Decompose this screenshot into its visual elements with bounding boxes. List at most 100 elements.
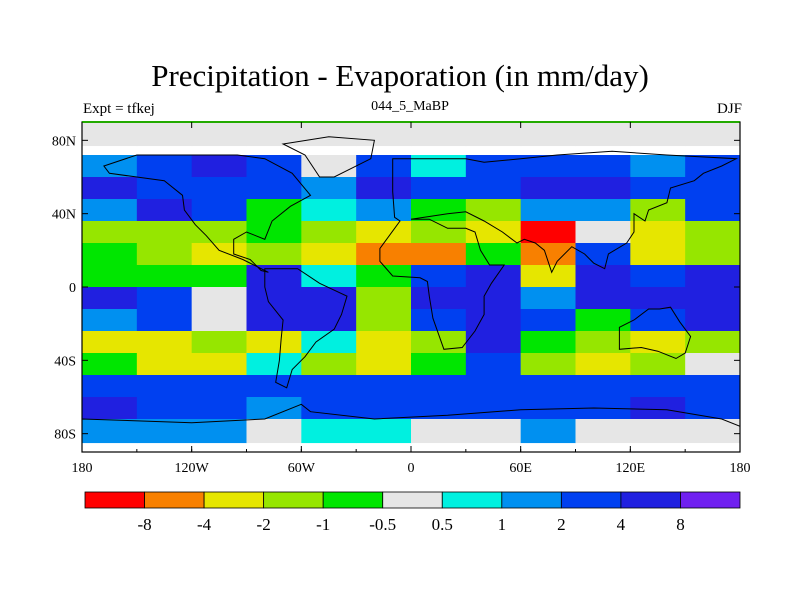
colorbar-label: 8 <box>676 515 685 534</box>
field-cell <box>301 353 357 378</box>
x-tick-label: 120E <box>616 461 646 476</box>
field-cell <box>630 122 686 147</box>
field-cell <box>136 309 193 334</box>
field-cell <box>82 419 138 444</box>
field-cell <box>630 287 686 312</box>
field-cell <box>465 419 522 444</box>
field-cell <box>411 221 467 246</box>
field-cell <box>82 287 138 312</box>
field-cell <box>301 287 357 312</box>
y-tick-label: 80N <box>52 134 76 149</box>
coastline <box>379 150 739 350</box>
field-cell <box>356 199 412 224</box>
field-cell <box>82 331 138 356</box>
field-cell <box>356 287 412 312</box>
field-cell <box>301 122 357 147</box>
field-cell <box>575 177 631 202</box>
field-cell <box>465 331 522 356</box>
y-tick-label: 40N <box>52 208 76 223</box>
field-cell <box>191 199 247 224</box>
field-cell <box>465 353 522 378</box>
x-tick-label: 60W <box>288 461 316 476</box>
colorbar-label: -1 <box>316 515 330 534</box>
field-cell <box>630 375 686 400</box>
field-cell <box>575 309 631 334</box>
coastline <box>103 154 312 273</box>
field-cell <box>356 397 412 422</box>
field-cell <box>630 199 686 224</box>
field-cell <box>82 177 138 202</box>
colorbar-box <box>263 491 324 509</box>
field-cell <box>191 309 247 334</box>
field-cell <box>685 199 740 224</box>
field-cell <box>520 375 576 400</box>
field-cell <box>246 309 302 334</box>
field-cell <box>411 177 467 202</box>
coastline <box>82 403 740 452</box>
field-cell <box>246 353 302 378</box>
field-cell <box>82 243 138 268</box>
field-cell <box>82 397 138 422</box>
field-cell <box>411 309 467 334</box>
field-cell <box>465 122 522 147</box>
colorbar-label: -4 <box>197 515 212 534</box>
field-cell <box>356 419 412 444</box>
field-cell <box>136 265 193 290</box>
field-cell <box>465 177 522 202</box>
field-cell <box>246 177 302 202</box>
field-cell <box>191 375 247 400</box>
colorbar-box <box>620 491 681 509</box>
season-label: DJF <box>716 101 742 117</box>
field-cell <box>685 419 740 444</box>
y-tick-label: 80S <box>54 428 76 443</box>
field-cell <box>520 331 576 356</box>
field-cell <box>246 243 302 268</box>
field-cell <box>191 155 247 180</box>
field-cell <box>465 397 522 422</box>
time-label: 044_5_MaBP <box>371 99 449 114</box>
field-cell <box>136 287 193 312</box>
x-tick-label: 60E <box>509 461 532 476</box>
field-cell <box>356 243 412 268</box>
field-cell <box>301 177 357 202</box>
field-cell <box>411 243 467 268</box>
field-cell <box>575 221 631 246</box>
field-cell <box>136 419 193 444</box>
colorbar-box <box>680 491 741 509</box>
field-cell <box>356 177 412 202</box>
field-cell <box>465 243 522 268</box>
field-cell <box>82 199 138 224</box>
field-cell <box>411 397 467 422</box>
field-cell <box>301 155 357 180</box>
field-cell <box>630 419 686 444</box>
field-cell <box>356 353 412 378</box>
colorbar-label: 2 <box>557 515 566 534</box>
field-cell <box>191 353 247 378</box>
field-cell <box>465 375 522 400</box>
field-cell <box>136 243 193 268</box>
colorbar-label: 0.5 <box>432 515 453 534</box>
field-cell <box>575 353 631 378</box>
field-cell <box>411 375 467 400</box>
field-cell <box>411 265 467 290</box>
field-cell <box>82 155 138 180</box>
field-cell <box>191 397 247 422</box>
field-cell <box>356 309 412 334</box>
field-cell <box>356 221 412 246</box>
field-cell <box>411 353 467 378</box>
field-cell <box>82 122 138 147</box>
field-cell <box>630 265 686 290</box>
field-cell <box>136 375 193 400</box>
colorbar-box <box>84 491 145 509</box>
colorbar-label: 4 <box>617 515 626 534</box>
field-cell <box>520 419 576 444</box>
field-cell <box>82 375 138 400</box>
field-cell <box>685 243 740 268</box>
field-cell <box>685 287 740 312</box>
field-cell <box>191 287 247 312</box>
field-cell <box>685 309 740 334</box>
coastline <box>618 306 692 360</box>
field-cell <box>575 243 631 268</box>
field-cell <box>191 419 247 444</box>
